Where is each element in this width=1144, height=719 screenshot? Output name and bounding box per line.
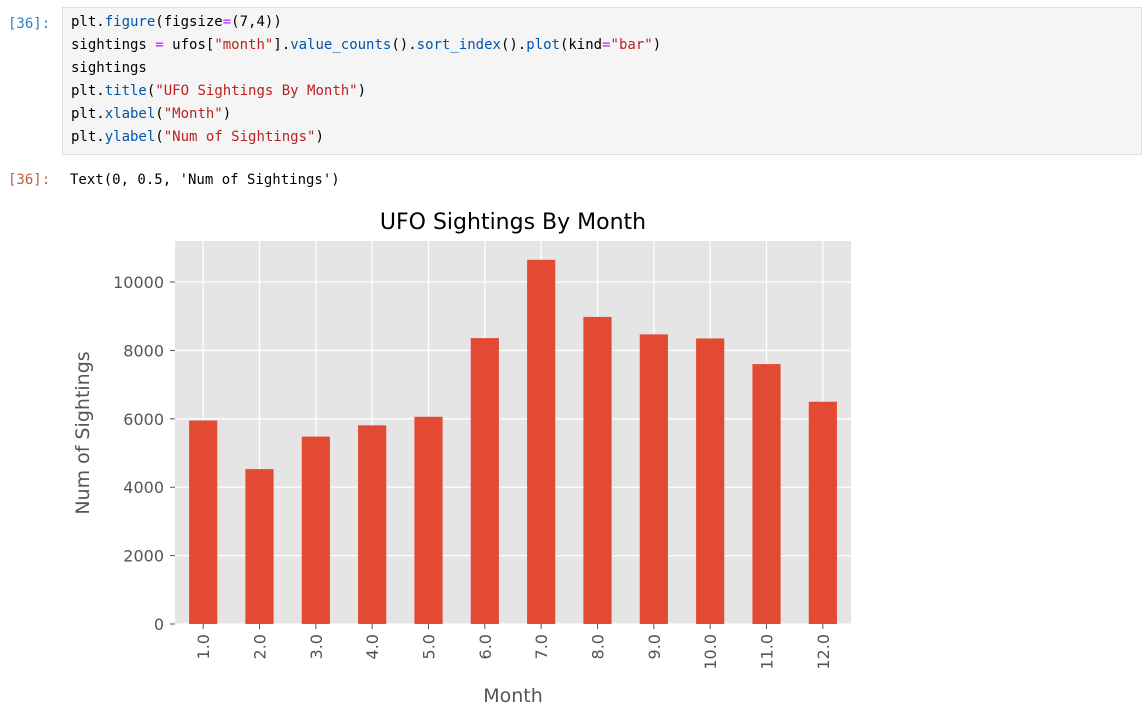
bar-6.0 <box>470 338 499 624</box>
x-tick-label: 1.0 <box>194 634 213 659</box>
x-tick-label: 4.0 <box>363 634 382 659</box>
code-line-4: plt.title("UFO Sightings By Month") <box>71 83 367 99</box>
code-line-2: sightings = ufos["month"].value_counts()… <box>71 37 662 53</box>
x-tick-label: 2.0 <box>251 634 270 659</box>
x-tick-label: 8.0 <box>589 634 608 659</box>
x-tick-label: 5.0 <box>420 634 439 659</box>
bar-3.0 <box>301 436 330 624</box>
code-cell[interactable]: plt.figure(figsize=(7,4)) sightings = uf… <box>62 7 1142 155</box>
x-tick-label: 3.0 <box>307 634 326 659</box>
bar-12.0 <box>808 401 837 624</box>
input-prompt: [36]: <box>8 16 51 32</box>
y-tick-label: 4000 <box>123 478 164 497</box>
bar-10.0 <box>696 338 725 624</box>
bar-4.0 <box>358 425 387 624</box>
bar-7.0 <box>527 259 556 624</box>
plot-area <box>175 241 851 624</box>
x-tick-label: 6.0 <box>476 634 495 659</box>
bar-8.0 <box>583 316 612 624</box>
y-tick-label: 6000 <box>123 410 164 429</box>
code-line-5: plt.xlabel("Month") <box>71 106 232 122</box>
x-tick-label: 9.0 <box>645 634 664 659</box>
code-line-6: plt.ylabel("Num of Sightings") <box>71 129 324 145</box>
x-axis-label: Month <box>483 685 543 707</box>
bar-11.0 <box>752 364 781 624</box>
bar-9.0 <box>639 334 668 624</box>
x-tick-label: 11.0 <box>758 634 777 670</box>
y-tick-label: 0 <box>154 615 164 634</box>
chart-title: UFO Sightings By Month <box>380 210 646 235</box>
x-tick-label: 10.0 <box>701 634 720 670</box>
output-text: Text(0, 0.5, 'Num of Sightings') <box>70 172 340 188</box>
code-line-3: sightings <box>71 60 147 76</box>
bar-1.0 <box>189 420 218 624</box>
y-axis-label: Num of Sightings <box>72 351 94 514</box>
bar-5.0 <box>414 416 443 624</box>
y-tick-label: 8000 <box>123 341 164 360</box>
code-line-1: plt.figure(figsize=(7,4)) <box>71 14 282 30</box>
y-tick-label: 10000 <box>113 273 164 292</box>
x-tick-label: 12.0 <box>814 634 833 670</box>
output-prompt: [36]: <box>8 172 51 188</box>
x-tick-label: 7.0 <box>532 634 551 659</box>
bar-2.0 <box>245 469 274 624</box>
y-tick-label: 2000 <box>123 547 164 566</box>
